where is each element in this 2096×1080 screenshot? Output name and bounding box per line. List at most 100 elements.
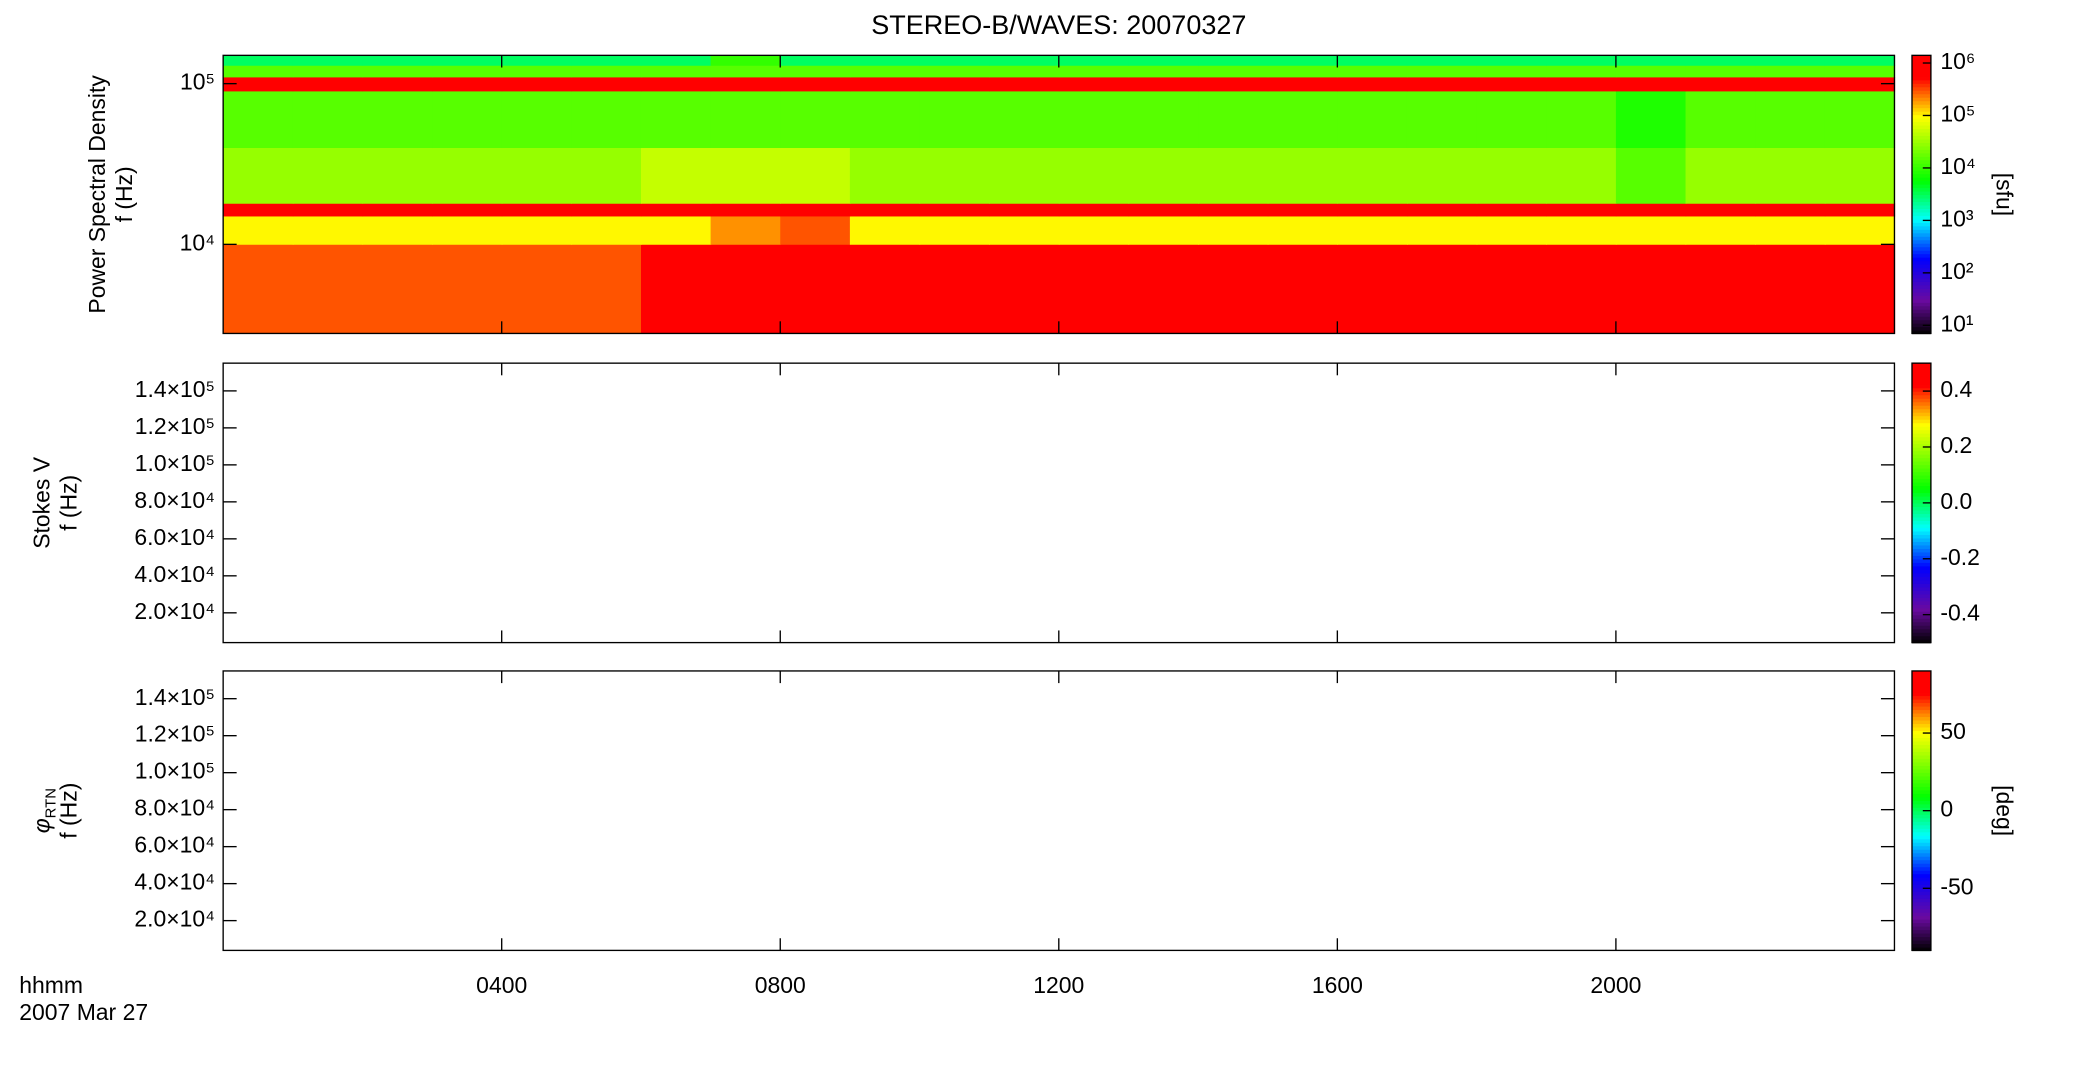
heat-cell [919,65,990,78]
colorbar-segment [1912,488,1931,494]
colorbar-segment [1912,712,1931,718]
colorbar-segment [1912,69,1931,74]
colorbar-segment [1912,716,1931,721]
colorbar-segment [1912,835,1931,840]
colorbar-segment [1912,204,1931,209]
heat-cell [640,91,712,149]
heat-cell [849,91,921,149]
heat-cell [1337,147,1408,204]
x-tick-label: 0800 [755,972,806,998]
heat-cell [919,55,990,66]
heat-cell [223,91,294,149]
heat-cell [1267,203,1339,217]
y-tick-label: 1.0×10⁵ [135,450,215,476]
colorbar-segment [1912,513,1931,518]
colorbar-segment [1912,520,1931,525]
colorbar-segment [1912,541,1931,546]
colorbar-segment [1912,457,1931,462]
y-tick-label: 2.0×10⁴ [134,598,215,624]
heat-cell [640,65,712,78]
colorbar-segment [1912,492,1931,497]
heat-cell [432,203,503,217]
heat-cell [1685,216,1756,245]
heat-cell [1615,65,1687,78]
colorbar-segment [1912,267,1931,272]
heat-cell [571,55,642,66]
colorbar-segment [1912,277,1931,282]
heat-cell [432,91,503,149]
colorbar-segment [1912,611,1931,616]
colorbar-segment [1912,821,1931,826]
colorbar-segment [1912,915,1931,920]
colorbar-segment [1912,887,1931,892]
heat-cell [292,244,364,334]
heat-cell [501,216,573,245]
colorbar-segment [1912,274,1931,279]
colorbar-segment [1912,433,1931,438]
heat-cell [989,91,1060,149]
heat-cell [1058,76,1130,92]
colorbar-segment [1912,775,1931,780]
colorbar-segment [1912,460,1931,466]
heat-cell [1128,216,1199,245]
heat-cell [1198,76,1269,92]
colorbar-segment [1912,288,1931,293]
heat-cell [223,76,294,92]
heat-cell [1824,55,1896,66]
colorbar-segment [1912,779,1931,784]
heat-cell [1337,65,1408,78]
colorbar-segment [1912,412,1931,417]
colorbar-segment [1912,590,1931,595]
colorbar-segment [1912,443,1931,448]
heat-cell [1685,244,1756,334]
heat-cell [571,76,642,92]
heat-cell [501,55,573,66]
colorbar-segment [1912,131,1931,136]
heat-cell [989,216,1060,245]
colorbar-segment [1912,173,1931,178]
heat-cell [780,203,851,217]
colorbar-segment [1912,772,1931,777]
heat-cell [571,91,642,149]
heat-cell [223,65,294,78]
heat-cell [1337,203,1408,217]
heat-cell [849,244,921,334]
colorbar-segment [1912,478,1931,483]
heat-cell [1267,65,1339,78]
colorbar-segment [1912,502,1931,508]
heat-cell [1546,55,1617,66]
heat-cell [432,216,503,245]
heat-cell [1824,216,1896,245]
y-tick-label: 8.0×10⁴ [134,795,215,821]
heat-cell [1058,216,1130,245]
heat-cell [1546,244,1617,334]
colorbar-segment [1912,688,1931,693]
heat-cell [780,55,851,66]
colorbar-segment [1912,845,1931,850]
colorbar-segment [1912,208,1931,213]
colorbar-segment [1912,366,1931,371]
colorbar-segment [1912,880,1931,885]
heat-cell [1128,203,1199,217]
colorbar-segment [1912,932,1931,938]
colorbar-segment [1912,943,1931,948]
colorbar-segment [1912,877,1931,882]
heat-cell [1476,65,1547,78]
y-tick-label: 1.2×10⁵ [135,413,215,439]
heat-cell [1755,91,1826,149]
y-axis-label: Stokes V [29,456,55,548]
heat-cell [1476,203,1547,217]
heat-cell [1546,76,1617,92]
colorbar-segment [1912,866,1931,871]
colorbar-segment [1912,782,1931,787]
heat-cell [1824,91,1896,149]
colorbar-segment [1912,384,1931,389]
colorbar-segment [1912,684,1931,690]
colorbar-segment [1912,177,1931,182]
colorbar-segment [1912,565,1931,570]
colorbar-segment [1912,586,1931,591]
colorbar-segment [1912,904,1931,910]
plot-frame [222,670,1896,952]
colorbar-segment [1912,894,1931,899]
y-tick-label: 6.0×10⁴ [134,832,215,858]
